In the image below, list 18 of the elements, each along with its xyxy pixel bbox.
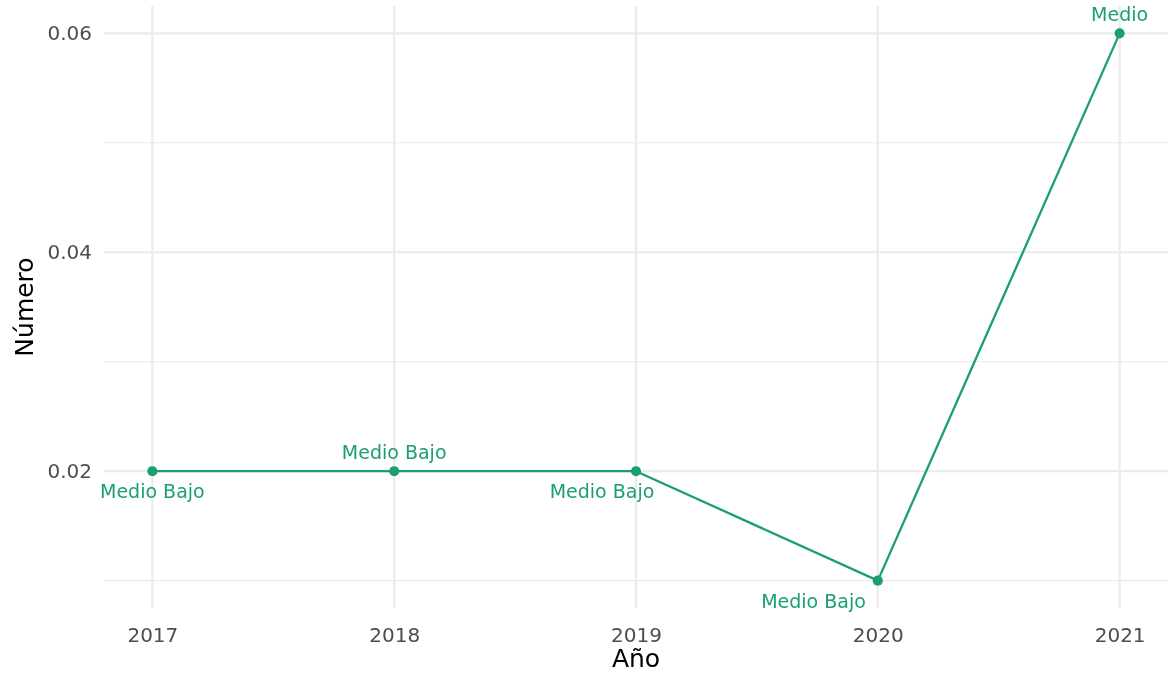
annotation: Medio Bajo — [100, 480, 205, 503]
annotation: Medio Bajo — [761, 589, 866, 612]
point — [389, 466, 400, 477]
point — [1114, 28, 1125, 39]
annotation: Medio — [1091, 3, 1149, 26]
annotation: Medio Bajo — [549, 480, 655, 503]
point — [147, 466, 158, 477]
x-tick-label: 2017 — [127, 623, 179, 648]
y-tick-label: 0.04 — [47, 240, 92, 265]
x-tick-label: 2021 — [1094, 623, 1146, 648]
y-axis-title: Número — [10, 257, 39, 357]
x-tick-label: 2020 — [852, 623, 904, 648]
y-tick-label: 0.06 — [47, 21, 92, 46]
y-tick-label: 0.02 — [47, 459, 92, 484]
point — [630, 466, 642, 477]
x-tick-label: 2018 — [369, 623, 421, 648]
annotation: Medio Bajo — [341, 441, 447, 464]
point — [872, 575, 883, 586]
